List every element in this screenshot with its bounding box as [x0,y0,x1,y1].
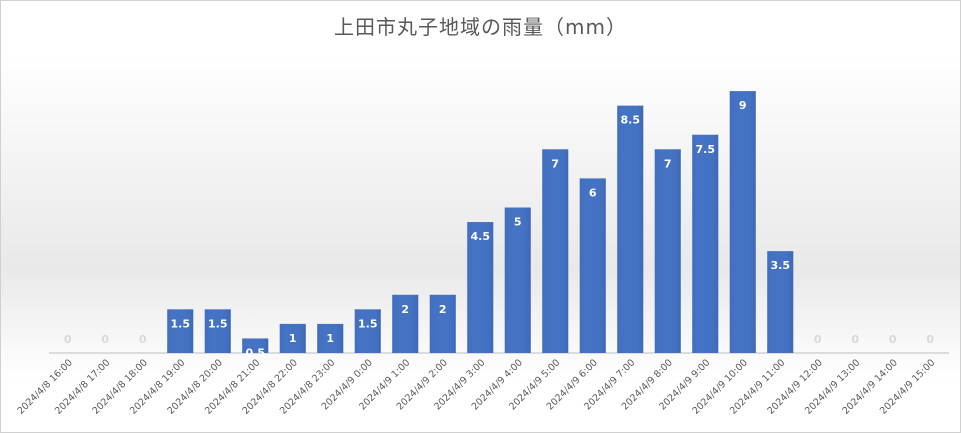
data-label: 0 [926,333,934,346]
data-label: 7.5 [696,143,716,156]
chart-title: 上田市丸子地域の雨量（mm） [334,15,627,39]
bar-shade [654,149,681,353]
data-label: 7 [551,157,559,170]
data-labels-layer: 0 0 0 1.5 1.5 0.5 1 1 1.5 2 2 4.5 5 7 6 8.5 7 7.5 9 3.5 0 0 0 0 [64,99,935,359]
data-label: 1 [326,332,334,345]
bar-shade [429,294,456,353]
bar-shade [579,178,606,353]
bar-shade [542,149,569,353]
bar-shade [729,91,756,353]
bar-shade [317,323,344,353]
data-label: 0 [64,333,72,346]
data-label: 0 [889,333,897,346]
bar-shade [167,309,194,353]
data-label: 0 [101,333,109,346]
data-label: 5 [514,216,522,229]
bar-shade [279,323,306,353]
data-label: 2 [439,303,447,316]
data-label: 3.5 [771,259,791,272]
data-label: 2 [401,303,409,316]
data-label: 1.5 [208,317,228,330]
bar-shade [692,134,719,353]
bar-shade [392,294,419,353]
data-label: 0 [851,333,859,346]
data-label: 1 [289,332,297,345]
data-label: 1.5 [171,317,191,330]
data-label: 8.5 [621,114,641,127]
bars-layer [49,91,949,354]
data-label: 6 [589,186,597,199]
data-label: 0 [814,333,822,346]
data-label: 0 [139,333,147,346]
data-label: 7 [664,157,672,170]
bar-shade [467,222,494,353]
bar-shade [504,207,531,353]
data-label: 9 [739,99,747,112]
data-label: 0.5 [246,346,266,359]
bar-shade [617,105,644,354]
data-label: 1.5 [358,317,378,330]
bar-shade [767,251,794,353]
bar-shade [354,309,381,353]
bar-shade [204,309,231,353]
bar-shade [242,338,269,353]
data-label: 4.5 [471,230,491,243]
